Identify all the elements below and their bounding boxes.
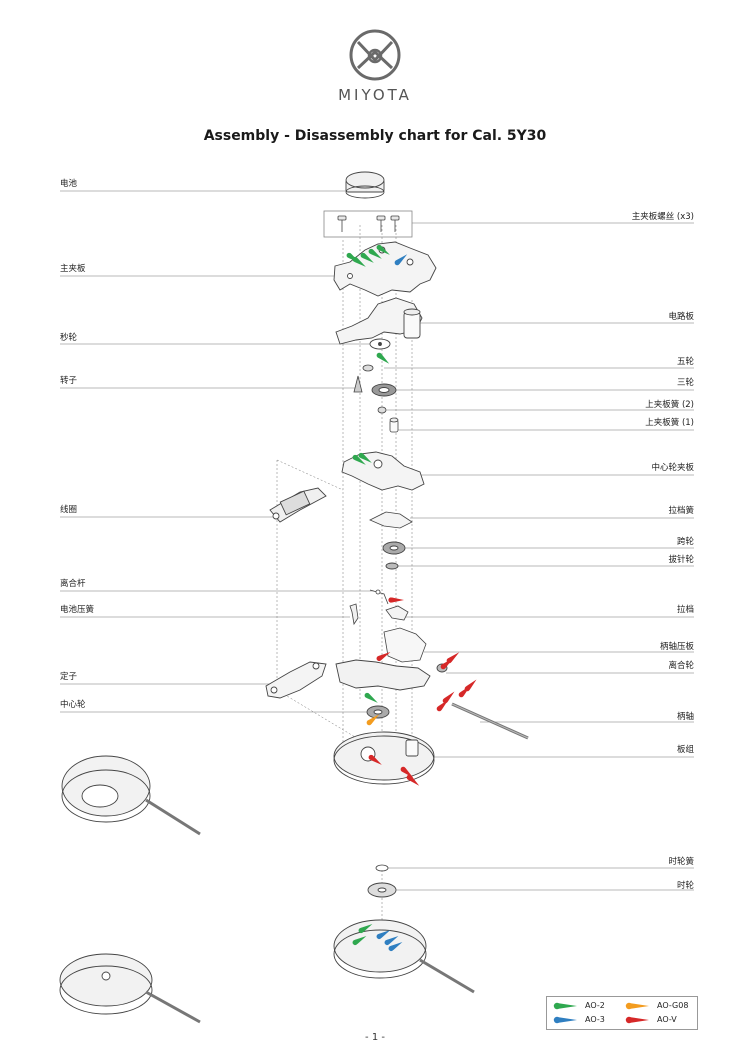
label-fifth-wheel: 五轮	[676, 357, 694, 367]
oil-marker-icon	[352, 256, 366, 267]
label-center-wheel: 中心轮	[60, 700, 86, 710]
center-wheel-part	[366, 705, 390, 719]
oil-marker-icon	[376, 652, 391, 662]
label-setting-wheel: 拔针轮	[668, 555, 694, 565]
circuit-board-part	[335, 297, 423, 345]
oil-marker-icon	[394, 254, 408, 266]
label-clutch-wheel: 离合轮	[668, 661, 694, 671]
label-second-wheel: 秒轮	[60, 333, 78, 343]
label-center-wheel-bridge: 中心轮夹板	[651, 463, 694, 473]
oil-marker-icon	[464, 679, 477, 692]
stem-part	[451, 702, 529, 740]
label-minute-wheel: 跨轮	[676, 537, 694, 547]
oil-marker-icon	[388, 942, 403, 952]
oil-markers	[346, 244, 477, 952]
oil-marker-icon	[368, 248, 382, 259]
second-wheel-part	[369, 338, 391, 350]
oil-marker-icon	[376, 244, 390, 255]
clutch-lever-part	[369, 589, 389, 605]
label-upper-plate-spring-1: 上夹板簧 (1)	[645, 418, 694, 428]
label-stator: 定子	[60, 672, 78, 682]
label-upper-plate-spring-2: 上夹板簧 (2)	[645, 400, 694, 410]
oil-legend: AO-2 AO-G08 AO-3 AO-V	[546, 996, 698, 1030]
screws-part	[323, 210, 413, 238]
label-coil: 线圈	[60, 505, 78, 515]
assembled-movement-dial-part	[59, 953, 201, 1024]
middle-plate-part	[335, 659, 448, 691]
legend-swatch-icon	[625, 1016, 649, 1024]
oil-marker-icon	[358, 924, 373, 934]
label-stem: 柄轴	[676, 712, 694, 722]
upper-plate-springs-part	[377, 406, 399, 433]
label-main-plate-screws: 主夹板螺丝 (x3)	[631, 212, 694, 222]
coil-part	[269, 487, 327, 523]
legend-swatch-icon	[625, 1002, 649, 1010]
label-third-wheel: 三轮	[676, 378, 694, 388]
setting-lever-spring-part	[369, 511, 413, 529]
label-battery: 电池	[60, 179, 78, 189]
hour-wheel-part	[367, 882, 397, 898]
legend-label-ao-2: AO-2	[585, 1001, 605, 1010]
main-plate-part	[333, 241, 437, 297]
label-setting-lever-spring: 拉档簧	[668, 506, 694, 516]
oil-marker-icon	[384, 936, 399, 946]
oil-marker-icon	[442, 691, 455, 704]
label-hour-wheel: 时轮	[676, 881, 694, 891]
page-title: Assembly - Disassembly chart for Cal. 5Y…	[203, 128, 547, 144]
plate-assembly-part	[333, 731, 435, 785]
oil-marker-icon	[364, 692, 378, 703]
battery-part	[345, 171, 385, 199]
oil-marker-icon	[376, 930, 391, 940]
label-setting-lever: 拉档	[676, 605, 694, 615]
hour-wheel-spring-part	[375, 864, 389, 872]
oil-marker-icon	[446, 652, 460, 664]
oil-marker-icon	[352, 454, 366, 465]
leader-lines	[60, 190, 694, 891]
legend-swatches	[553, 1002, 649, 1024]
label-main-plate: 主夹板	[60, 264, 86, 274]
battery-spring-part	[349, 603, 359, 626]
oil-marker-icon	[376, 352, 390, 364]
legend-swatch-icon	[553, 1016, 577, 1024]
oil-marker-icon	[352, 936, 367, 946]
oil-marker-icon	[406, 774, 420, 786]
setting-lever-part	[383, 605, 427, 663]
label-stem-holder-plate: 柄轴压板	[659, 642, 694, 652]
brand-name: MIYOTA	[338, 86, 412, 104]
assembled-movement-back-part	[61, 755, 201, 836]
rotor-part	[353, 364, 374, 393]
legend-label-ao-g08: AO-G08	[657, 1001, 689, 1010]
dial-side-movement-part	[333, 919, 475, 994]
oil-marker-icon	[368, 754, 382, 765]
minute-wheel-part	[382, 541, 406, 570]
label-battery-spring: 电池压簧	[60, 605, 95, 615]
third-wheel-part	[371, 383, 397, 397]
miyota-logo-icon	[349, 29, 401, 81]
oil-marker-icon	[388, 597, 404, 603]
label-rotor: 转子	[60, 376, 78, 386]
label-hour-wheel-spring: 时轮簧	[668, 857, 694, 867]
page-number: - 1 -	[365, 1032, 385, 1043]
oil-marker-icon	[360, 252, 374, 263]
label-clutch-lever: 离合杆	[60, 579, 86, 589]
legend-label-ao-3: AO-3	[585, 1015, 605, 1024]
oil-marker-icon	[358, 452, 372, 463]
legend-label-ao-v: AO-V	[657, 1015, 677, 1024]
legend-swatch-icon	[553, 1002, 577, 1010]
stator-part	[265, 661, 327, 699]
label-plate-assembly: 板组	[676, 745, 694, 755]
label-circuit-board: 电路板	[668, 312, 694, 322]
oil-marker-icon	[366, 714, 380, 726]
